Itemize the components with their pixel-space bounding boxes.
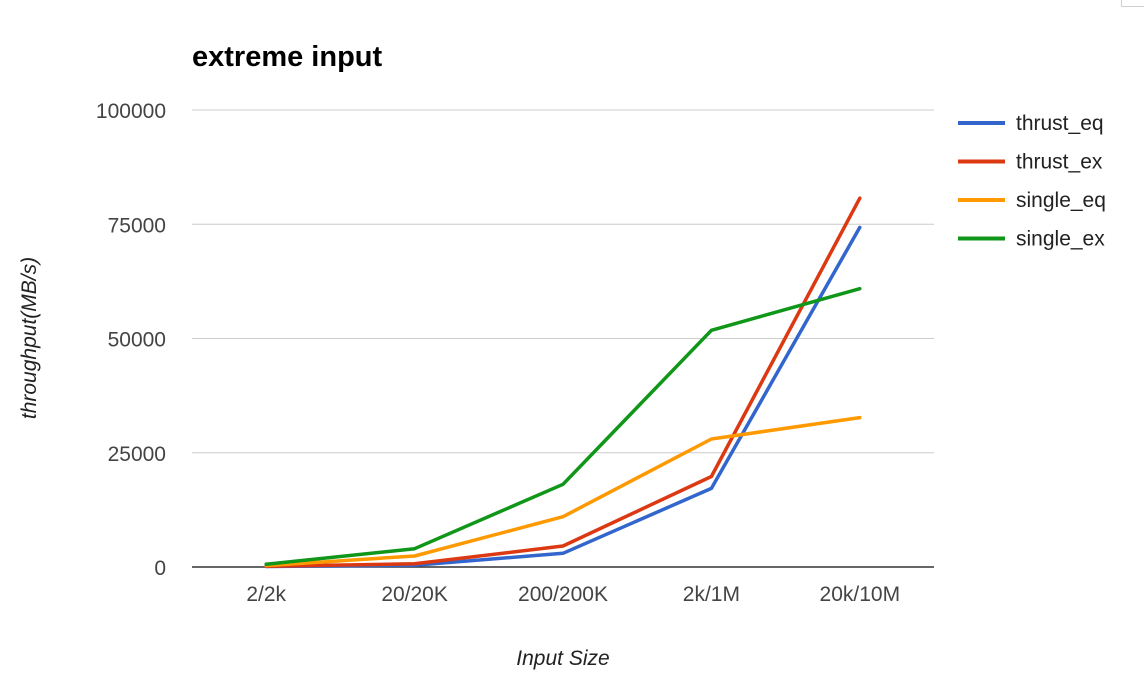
x-axis-title: Input Size	[516, 647, 609, 670]
x-tick-label: 20k/10M	[820, 583, 901, 606]
legend-label: single_eq	[1016, 189, 1106, 212]
y-axis-ticks: 0 25000 50000 75000 100000	[96, 100, 166, 580]
x-tick-label: 200/200K	[518, 583, 608, 606]
y-tick-label: 75000	[108, 214, 166, 237]
legend-label: single_ex	[1016, 228, 1105, 251]
series-line-single-ex	[264, 286, 862, 567]
y-tick-label: 50000	[108, 329, 166, 352]
legend-label: thrust_eq	[1016, 112, 1104, 135]
y-tick-label: 0	[154, 557, 166, 580]
series-line-thrust-ex	[264, 196, 862, 569]
series-lines	[264, 196, 862, 569]
y-tick-label: 25000	[108, 443, 166, 466]
x-tick-label: 2k/1M	[683, 583, 740, 606]
y-axis-title: throughput(MB/s)	[18, 257, 41, 419]
window-corner-mark	[1121, 0, 1144, 7]
legend-label: thrust_ex	[1016, 151, 1103, 174]
x-axis-ticks: 2/2k 20/20K 200/200K 2k/1M 20k/10M	[246, 583, 900, 606]
x-tick-label: 20/20K	[381, 583, 448, 606]
grid	[192, 109, 934, 568]
y-tick-label: 100000	[96, 100, 166, 123]
legend: thrust_eq thrust_ex single_eq single_ex	[958, 112, 1106, 251]
x-tick-label: 2/2k	[246, 583, 286, 606]
chart-title: extreme input	[192, 41, 382, 73]
series-line-single-eq	[264, 415, 862, 568]
